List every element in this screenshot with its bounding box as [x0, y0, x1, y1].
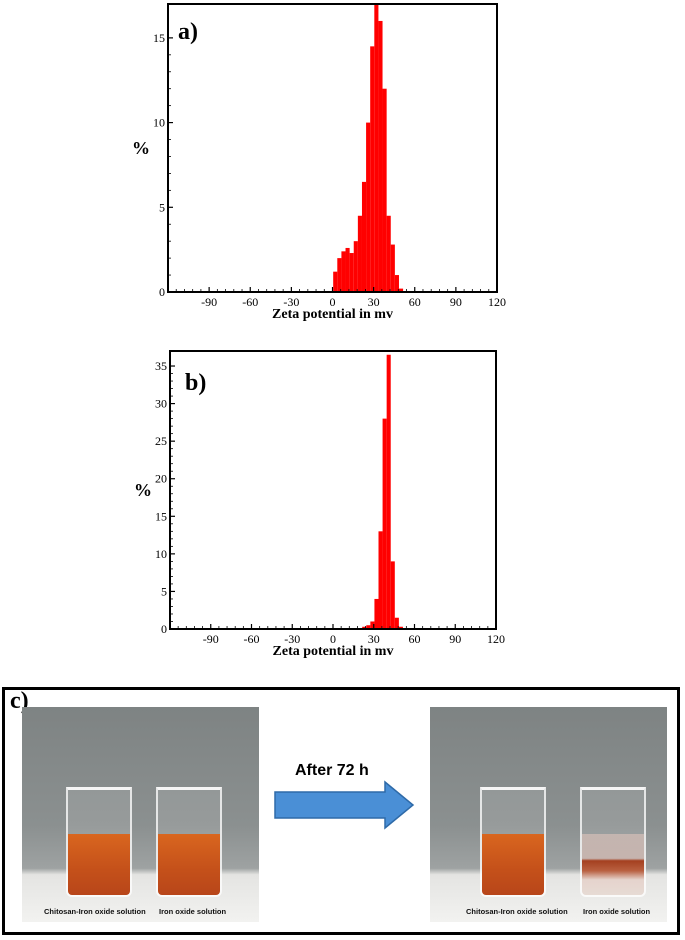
- beaker-comparison-panel: c) Chitosan-Iron oxide solution Iron oxi…: [2, 687, 680, 935]
- histogram-bar: [366, 122, 371, 293]
- y-tick-label: 10: [155, 547, 167, 561]
- orange-liquid: [482, 834, 544, 895]
- y-tick-label: 0: [159, 285, 165, 299]
- y-tick-label: 0: [161, 622, 167, 636]
- zeta-histogram-b: 0 5 10 15 20 25 30 35 -90 -60 -30 0 30 60 90 120 Zeta po…: [134, 350, 505, 659]
- x-tick-label: 90: [450, 295, 462, 309]
- x-axis-title: Zeta potential in mv: [273, 644, 394, 659]
- beaker-chitosan-before: [66, 787, 132, 897]
- x-tick-label: 0: [330, 632, 336, 646]
- y-tick-label: 5: [161, 584, 167, 598]
- zeta-histogram-a: 0 5 10 15 -90 -60 -30 0 30 60 90 120 Zeta potential …: [132, 3, 506, 322]
- y-tick-label: 35: [155, 359, 167, 373]
- beaker-chitosan-after: [480, 787, 546, 897]
- histogram-bar: [349, 253, 354, 292]
- x-tick-label: 120: [487, 632, 505, 646]
- histogram-bar: [398, 288, 404, 292]
- histogram-bar: [366, 625, 371, 629]
- plot-frame: [169, 350, 497, 630]
- histogram-bar: [390, 244, 395, 292]
- panel-label: b): [185, 370, 206, 396]
- histogram-bar: [357, 215, 362, 292]
- histogram-bar: [374, 4, 379, 292]
- photo-after: Chitosan-Iron oxide solution Iron oxide …: [430, 707, 667, 922]
- x-tick-label: 60: [409, 295, 421, 309]
- settled-liquid: [582, 834, 644, 895]
- caption-iron-after: Iron oxide solution: [583, 907, 651, 916]
- beaker-iron-after: [580, 787, 646, 897]
- histogram-bar: [378, 531, 383, 629]
- right-arrow-icon: [274, 780, 415, 830]
- histogram-bar: [345, 247, 350, 292]
- histogram-bar: [386, 354, 391, 629]
- histogram-bar: [341, 251, 346, 292]
- histogram-bar: [378, 20, 383, 293]
- histogram-bar: [382, 88, 387, 293]
- histogram-bar: [374, 598, 379, 629]
- histogram-bar: [361, 181, 367, 292]
- histogram-bar: [382, 418, 387, 629]
- caption-chitosan-before: Chitosan-Iron oxide solution: [44, 907, 146, 916]
- histogram-bar: [337, 258, 342, 292]
- panel-label: a): [178, 19, 198, 45]
- orange-liquid: [158, 834, 220, 895]
- histogram-bar: [390, 561, 395, 629]
- x-tick-label: -90: [203, 632, 219, 646]
- x-tick-label: -30: [284, 632, 300, 646]
- y-tick-label: 10: [153, 116, 165, 130]
- histogram-bar: [333, 271, 338, 292]
- x-tick-label: -60: [244, 632, 260, 646]
- y-tick-label: 25: [155, 434, 167, 448]
- y-axis-title: %: [134, 480, 152, 500]
- x-axis-title: Zeta potential in mv: [272, 307, 393, 322]
- arrow-label: After 72 h: [295, 762, 369, 779]
- histogram-bar: [398, 626, 403, 629]
- x-tick-label: 30: [368, 295, 380, 309]
- beaker-iron-before: [156, 787, 222, 897]
- photo-before: Chitosan-Iron oxide solution Iron oxide …: [22, 707, 259, 922]
- histogram-bar: [362, 626, 367, 629]
- histogram-bar: [370, 621, 375, 629]
- caption-chitosan-after: Chitosan-Iron oxide solution: [466, 907, 568, 916]
- x-tick-label: 90: [449, 632, 461, 646]
- x-tick-label: -90: [201, 295, 217, 309]
- y-axis-title: %: [132, 138, 150, 158]
- caption-iron-before: Iron oxide solution: [159, 907, 227, 916]
- histogram-bar: [370, 46, 375, 293]
- y-tick-label: 15: [155, 509, 167, 523]
- x-tick-label: 60: [409, 632, 421, 646]
- x-tick-label: 0: [330, 295, 336, 309]
- y-tick-label: 15: [153, 31, 165, 45]
- y-tick-label: 5: [159, 200, 165, 214]
- y-tick-label: 30: [155, 397, 167, 411]
- histogram-bar: [386, 215, 391, 292]
- histogram-bar: [394, 275, 399, 292]
- histogram-bar: [394, 617, 399, 629]
- histogram-bar: [353, 241, 358, 292]
- y-tick-label: 20: [155, 472, 167, 486]
- x-tick-label: 120: [488, 295, 506, 309]
- x-tick-label: -30: [283, 295, 299, 309]
- x-tick-label: -60: [242, 295, 258, 309]
- orange-liquid: [68, 834, 130, 895]
- x-tick-label: 30: [368, 632, 380, 646]
